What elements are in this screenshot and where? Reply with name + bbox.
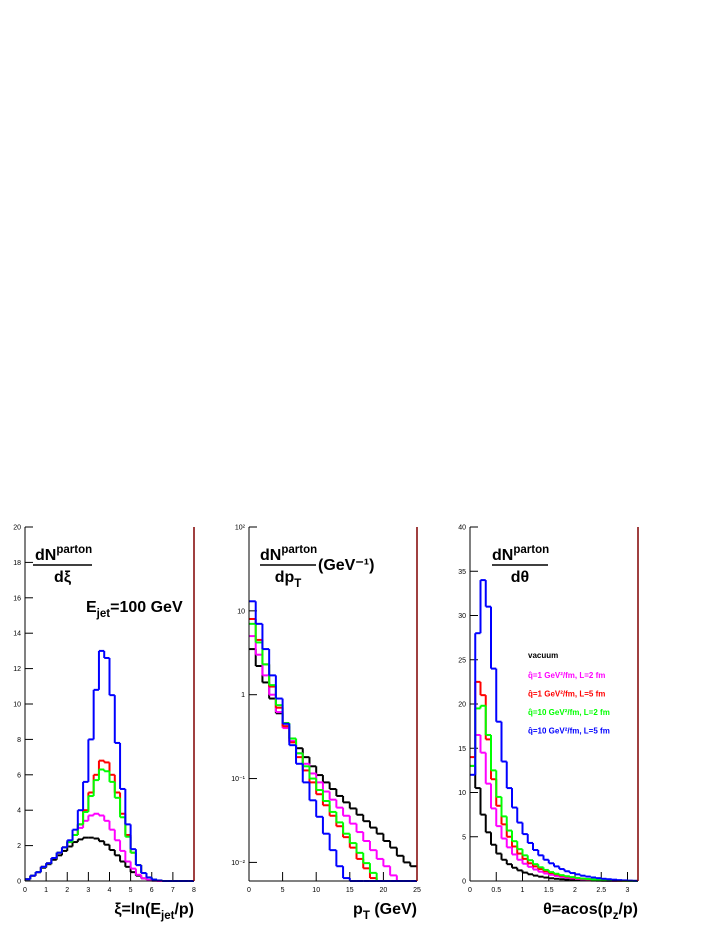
legend-label: q̂=10 GeV²/fm, L=5 fm [528,727,610,736]
x-title-part: p [353,901,363,918]
y-title-numerator: dNparton [492,544,549,564]
x-tick-label: 3 [86,887,90,894]
y-tick-label: 8 [17,737,21,744]
x-tick-label: 0 [468,887,472,894]
y-tick-label: 35 [458,569,466,576]
y-tick-label: 0 [17,879,21,886]
y-tick-label: 0 [462,879,466,886]
x-title-part: jet [160,910,175,922]
x-tick-label: 20 [380,887,388,894]
x-title: θ=acos(pz/p) [543,901,638,922]
y-tick-label: 15 [458,746,466,753]
y-tick-label: 10⁻¹ [231,776,245,783]
x-tick-label: 2 [573,887,577,894]
legend-label: q̂=1 GeV²/fm, L=2 fm [528,671,605,680]
annotation-part: E [86,599,97,616]
x-tick-label: 8 [192,887,196,894]
x-title-part: ξ=ln(E [114,901,161,918]
y-title-denominator: dpT [275,569,302,590]
y-tick-label: 1 [241,692,245,699]
x-tick-label: 3 [626,887,630,894]
annotation-part: jet [96,608,111,620]
x-tick-label: 2.5 [596,887,606,894]
y-title-numerator: dNparton [260,544,317,564]
x-tick-label: 6 [150,887,154,894]
legend-label: vacuum [528,651,558,660]
y-tick-label: 6 [17,772,21,779]
y-tick-label: 16 [13,595,21,602]
y-title-numerator: dNparton [35,544,92,564]
x-tick-label: 1 [521,887,525,894]
y-tick-label: 2 [17,843,21,850]
y-title-numerator-part: dN [492,547,513,564]
x-title-part: z [613,910,619,922]
y-title-denominator: dξ [54,569,72,586]
y-tick-label: 14 [13,631,21,638]
y-title-denominator-part: T [294,578,301,590]
y-tick-label: 4 [17,808,21,815]
x-title-part: /p) [174,901,194,918]
y-title-denominator: dθ [511,569,529,586]
y-tick-label: 10 [237,608,245,615]
y-tick-label: 20 [458,702,466,709]
x-tick-label: 4 [108,887,112,894]
legend-label: q̂=10 GeV²/fm, L=2 fm [528,708,610,717]
y-title-denominator-part: dp [275,569,295,586]
x-title-part: (GeV) [370,901,417,918]
x-tick-label: 0 [247,887,251,894]
x-title: pT (GeV) [353,901,417,922]
y-tick-label: 10² [235,525,246,532]
x-tick-label: 7 [171,887,175,894]
y-tick-label: 12 [13,666,21,673]
y-title-numerator-part: dN [260,547,281,564]
y-tick-label: 10 [458,790,466,797]
y-tick-label: 40 [458,525,466,532]
y-tick-label: 25 [458,657,466,664]
y-tick-label: 30 [458,613,466,620]
y-tick-label: 20 [13,525,21,532]
x-tick-label: 5 [281,887,285,894]
y-title-numerator-part: parton [513,544,549,556]
x-title-part: T [363,910,370,922]
y-title-numerator-part: parton [281,544,317,556]
y-title-numerator-part: parton [56,544,92,556]
x-tick-label: 10 [312,887,320,894]
y-tick-label: 18 [13,560,21,567]
x-tick-label: 0 [23,887,27,894]
annotation-part: =100 GeV [110,599,183,616]
y-title-numerator-part: dN [35,547,56,564]
x-tick-label: 1.5 [544,887,554,894]
x-tick-label: 0.5 [491,887,501,894]
y-tick-label: 10⁻² [231,860,245,867]
x-tick-label: 25 [413,887,421,894]
x-tick-label: 2 [65,887,69,894]
y-tick-label: 10 [13,702,21,709]
x-title-part: /p) [618,901,638,918]
y-title-unit: (GeV⁻¹) [318,557,374,574]
y-title-denominator-part: dθ [511,569,529,586]
annotation: Ejet=100 GeV [86,599,183,620]
x-tick-label: 1 [44,887,48,894]
x-tick-label: 5 [129,887,133,894]
legend-label: q̂=1 GeV²/fm, L=5 fm [528,690,605,699]
x-title: ξ=ln(Ejet/p) [114,901,194,922]
y-title-denominator-part: dξ [54,569,72,586]
x-tick-label: 15 [346,887,354,894]
x-title-part: θ=acos(p [543,901,613,918]
y-tick-label: 5 [462,834,466,841]
